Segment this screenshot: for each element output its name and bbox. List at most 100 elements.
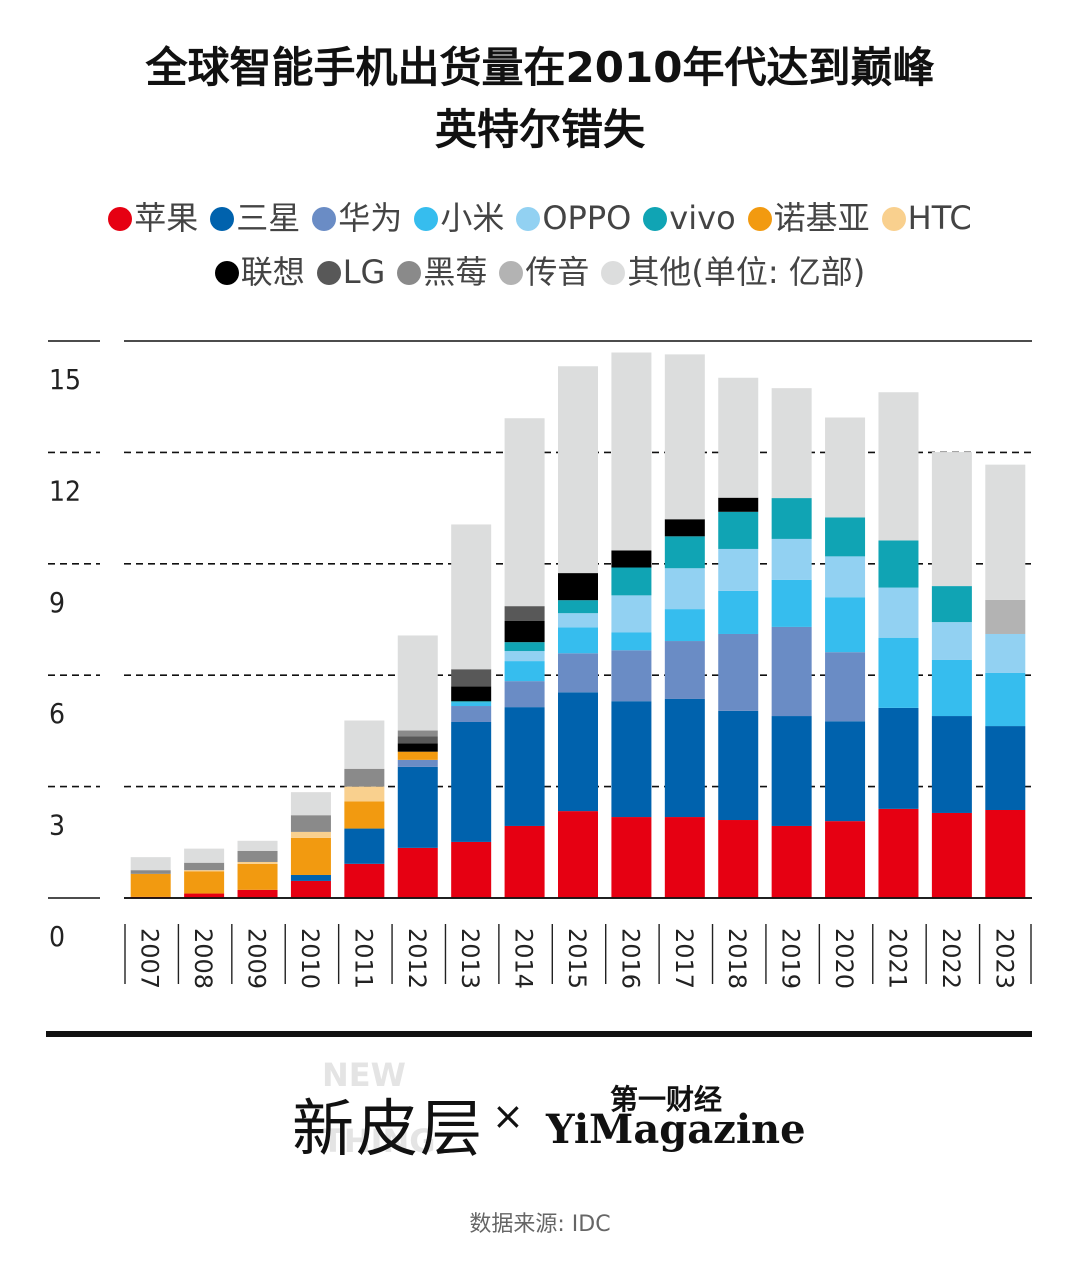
legend-row-1: 苹果 三星 华为 小米 OPPO vivo 诺基亚 HTC bbox=[0, 196, 1080, 240]
bar-segment bbox=[397, 743, 438, 752]
bar-segment bbox=[344, 801, 385, 829]
legend-swatch-icon bbox=[643, 207, 668, 231]
bar-segment bbox=[771, 825, 812, 898]
legend-swatch-icon bbox=[397, 261, 422, 285]
legend-label: LG bbox=[342, 253, 386, 291]
legend-swatch-icon bbox=[312, 207, 337, 231]
bar-segment bbox=[397, 759, 438, 767]
bar-segment bbox=[504, 825, 545, 898]
yicai-cn-logo: 第一财经 bbox=[610, 1083, 723, 1116]
bar-segment bbox=[611, 352, 652, 551]
legend-label: 黑莓 bbox=[423, 253, 488, 291]
bar-segment bbox=[611, 567, 652, 596]
bar-segment bbox=[451, 841, 492, 898]
x-tick-label: 2009 bbox=[243, 928, 271, 989]
bar-segment bbox=[771, 498, 812, 539]
x-tick-label: 2019 bbox=[777, 928, 805, 989]
bar-segment bbox=[397, 635, 438, 731]
bar-segment bbox=[237, 861, 278, 864]
yimagazine-logo: YiMagazine bbox=[546, 1106, 806, 1153]
bar-segment bbox=[931, 716, 972, 813]
y-tick-label: 12 bbox=[49, 474, 81, 507]
bar-segment bbox=[825, 821, 866, 898]
chart-title: 全球智能手机出货量在2010年代达到巅峰 bbox=[145, 43, 935, 92]
y-tick-label: 15 bbox=[49, 363, 81, 396]
legend-label: 苹果 bbox=[134, 199, 199, 237]
bar-segment bbox=[878, 707, 919, 809]
bar-segment bbox=[451, 524, 492, 670]
bar-segment bbox=[451, 669, 492, 687]
collab-times-sign: × bbox=[492, 1094, 524, 1138]
legend-item: HTC bbox=[881, 196, 972, 240]
x-tick-label: 2012 bbox=[403, 928, 431, 989]
x-tick-label: 2007 bbox=[136, 928, 164, 989]
bar-segment bbox=[878, 587, 919, 638]
bar-segment bbox=[718, 710, 759, 821]
legend-label: 三星 bbox=[236, 199, 301, 237]
bar-segment bbox=[451, 686, 492, 702]
bar-segment bbox=[504, 606, 545, 621]
legend-item: 联想 bbox=[214, 250, 305, 294]
bar-segment bbox=[130, 873, 171, 897]
bar-segment bbox=[397, 751, 438, 760]
bar-segment bbox=[931, 659, 972, 717]
bar-segment bbox=[558, 811, 598, 898]
bar-segment bbox=[558, 366, 598, 574]
bar-segment bbox=[878, 540, 919, 588]
bar-segment bbox=[718, 497, 759, 512]
bar-segment bbox=[825, 721, 866, 822]
bar-segment bbox=[664, 641, 705, 699]
legend-label: OPPO bbox=[542, 199, 632, 237]
bar-segment bbox=[611, 632, 652, 651]
bar-segment bbox=[931, 622, 972, 660]
x-tick-label: 2010 bbox=[296, 928, 324, 989]
bar-segment bbox=[878, 637, 919, 708]
legend-item: vivo bbox=[643, 196, 736, 240]
bar-segment bbox=[611, 550, 652, 568]
bar-segment bbox=[985, 672, 1026, 727]
bar-segment bbox=[825, 517, 866, 557]
x-tick-label: 2022 bbox=[937, 928, 965, 989]
x-tick-label: 2018 bbox=[723, 928, 751, 989]
bar-segment bbox=[558, 627, 598, 654]
bar-segment bbox=[237, 840, 278, 851]
legend-swatch-icon bbox=[414, 207, 439, 231]
bar-segment bbox=[771, 626, 812, 717]
legend-item: 三星 bbox=[210, 196, 300, 240]
bar-segment bbox=[664, 568, 705, 610]
chart-subtitle: 英特尔错失 bbox=[434, 105, 645, 154]
legend-swatch-icon bbox=[516, 207, 541, 231]
legend: 苹果 三星 华为 小米 OPPO vivo 诺基亚 HTC 联想 LG 黑莓 传音 其他(单位: 亿部… bbox=[0, 196, 1080, 294]
bar-segment bbox=[718, 820, 759, 898]
x-tick-label: 2021 bbox=[883, 928, 911, 989]
bar-segment bbox=[344, 863, 385, 898]
bar-segment bbox=[611, 595, 652, 633]
bar-segment bbox=[611, 650, 652, 702]
bar-segment bbox=[504, 707, 545, 826]
legend-item: LG bbox=[316, 250, 386, 294]
bar-segment bbox=[451, 706, 492, 722]
legend-item: 苹果 bbox=[108, 196, 198, 240]
bar-segment bbox=[504, 661, 545, 682]
bar-segment bbox=[237, 850, 278, 862]
bar-segment bbox=[931, 586, 972, 623]
bar-segment bbox=[237, 863, 278, 890]
bar-segment bbox=[718, 590, 759, 634]
bar-segment bbox=[664, 519, 705, 537]
bar-segment bbox=[664, 536, 705, 569]
x-tick-label: 2017 bbox=[670, 928, 698, 989]
new-thing-watermark: NEW THING bbox=[322, 1056, 436, 1160]
bar-segment bbox=[504, 418, 545, 607]
legend-swatch-icon bbox=[747, 207, 772, 231]
bar-segment bbox=[718, 548, 759, 591]
y-tick-label: 6 bbox=[49, 697, 65, 730]
bar-segment bbox=[558, 653, 598, 693]
bar-segment bbox=[558, 600, 598, 614]
bar-segment bbox=[718, 633, 759, 711]
bar-segment bbox=[985, 726, 1026, 810]
bar-segment bbox=[558, 573, 598, 601]
legend-item: 华为 bbox=[312, 196, 402, 240]
bar-segment bbox=[184, 862, 225, 871]
y-tick-label: 3 bbox=[49, 809, 65, 842]
legend-item: 传音 bbox=[499, 250, 589, 294]
